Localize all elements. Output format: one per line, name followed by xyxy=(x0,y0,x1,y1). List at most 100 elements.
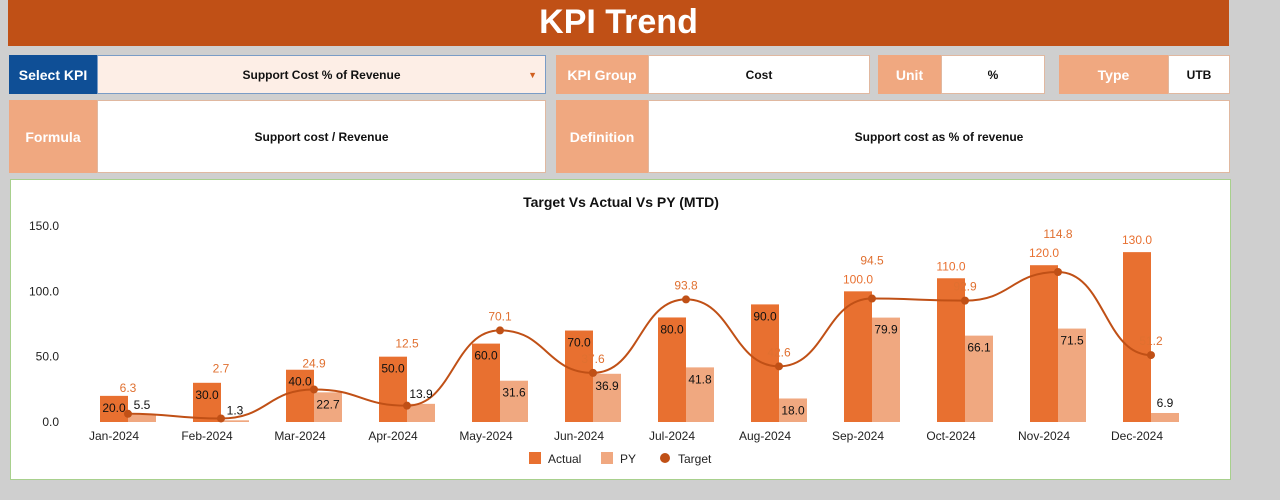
target-data-label: 6.3 xyxy=(120,381,137,395)
select-kpi-dropdown[interactable]: Support Cost % of Revenue ▼ xyxy=(97,55,546,94)
py-bar xyxy=(1151,412,1179,422)
target-data-label: 24.9 xyxy=(302,356,326,370)
x-tick-label: Apr-2024 xyxy=(368,429,418,443)
py-bar xyxy=(407,403,435,422)
x-tick-label: May-2024 xyxy=(459,429,513,443)
py-bar xyxy=(500,380,528,422)
actual-data-label: 40.0 xyxy=(288,375,312,389)
target-point xyxy=(124,409,132,418)
target-point xyxy=(310,385,318,394)
actual-data-label: 20.0 xyxy=(102,401,126,415)
x-tick-label: Nov-2024 xyxy=(1018,429,1070,443)
actual-data-label: 120.0 xyxy=(1029,246,1059,260)
target-data-label: 2.7 xyxy=(213,361,230,375)
x-tick-label: Jan-2024 xyxy=(89,429,139,443)
y-tick-label: 50.0 xyxy=(36,350,60,364)
legend-label: Target xyxy=(678,452,712,466)
select-kpi-label: Select KPI xyxy=(9,55,97,94)
actual-data-label: 60.0 xyxy=(474,349,498,363)
y-tick-label: 0.0 xyxy=(42,415,59,429)
actual-data-label: 80.0 xyxy=(660,322,684,336)
py-bar xyxy=(593,373,621,422)
py-data-label: 18.0 xyxy=(781,403,805,417)
actual-data-label: 50.0 xyxy=(381,362,405,376)
py-data-label: 79.9 xyxy=(874,323,898,337)
actual-data-label: 110.0 xyxy=(936,259,965,273)
py-bar xyxy=(1058,328,1086,422)
chevron-down-icon[interactable]: ▼ xyxy=(528,69,537,80)
actual-bar xyxy=(565,330,593,422)
target-point xyxy=(682,295,690,304)
actual-bar xyxy=(100,395,128,422)
actual-bar xyxy=(658,317,686,422)
py-data-label: 6.9 xyxy=(1157,396,1174,410)
y-tick-label: 100.0 xyxy=(29,284,59,298)
py-bar xyxy=(221,420,249,422)
py-data-label: 31.6 xyxy=(502,386,526,400)
x-tick-label: Aug-2024 xyxy=(739,429,791,443)
target-line xyxy=(127,270,1152,420)
target-point xyxy=(775,362,783,371)
legend-swatch-target xyxy=(660,453,670,463)
legend-label: Actual xyxy=(548,452,581,466)
kpi-group-label: KPI Group xyxy=(556,55,648,94)
target-point xyxy=(961,296,969,305)
target-point xyxy=(1147,351,1155,360)
target-point xyxy=(403,401,411,410)
x-tick-label: Jun-2024 xyxy=(554,429,604,443)
kpi-group-value: Cost xyxy=(648,55,870,94)
py-data-label: 71.5 xyxy=(1060,334,1084,348)
chart-title: Target Vs Actual Vs PY (MTD) xyxy=(523,194,719,210)
py-data-label: 66.1 xyxy=(967,341,991,355)
py-bar xyxy=(314,392,342,422)
formula-label: Formula xyxy=(9,100,97,173)
x-tick-label: Sep-2024 xyxy=(832,429,884,443)
target-point xyxy=(868,294,876,303)
actual-data-label: 100.0 xyxy=(843,272,873,286)
py-bar xyxy=(872,317,900,422)
select-kpi-value: Support Cost % of Revenue xyxy=(242,67,401,82)
x-tick-label: Dec-2024 xyxy=(1111,429,1163,443)
actual-data-label: 70.0 xyxy=(567,336,591,350)
legend-swatch-actual xyxy=(529,452,541,464)
py-data-label: 1.3 xyxy=(227,403,244,417)
unit-label: Unit xyxy=(878,55,941,94)
actual-data-label: 130.0 xyxy=(1122,233,1152,247)
actual-bar xyxy=(193,382,221,422)
actual-bar xyxy=(844,291,872,422)
trend-chart: Target Vs Actual Vs PY (MTD) 0.0 50.0 100.… xyxy=(10,179,1231,480)
chart-svg: Target Vs Actual Vs PY (MTD) 0.0 50.0 100.… xyxy=(29,194,1179,466)
target-data-label: 12.5 xyxy=(395,337,419,351)
py-bar xyxy=(965,335,993,422)
x-tick-label: Mar-2024 xyxy=(274,429,326,443)
x-tick-label: Jul-2024 xyxy=(649,429,695,443)
py-data-label: 36.9 xyxy=(595,379,619,393)
type-value: UTB xyxy=(1168,55,1230,94)
target-data-label: 93.8 xyxy=(674,278,698,292)
py-bar xyxy=(686,367,714,422)
actual-bar xyxy=(379,356,407,422)
y-tick-label: 150.0 xyxy=(29,219,59,233)
target-point xyxy=(1054,267,1062,276)
target-data-label: 92.9 xyxy=(953,280,977,294)
type-label: Type xyxy=(1059,55,1168,94)
py-data-label: 22.7 xyxy=(316,397,340,411)
unit-value: % xyxy=(941,55,1045,94)
py-data-label: 5.5 xyxy=(134,398,151,412)
page-title: KPI Trend xyxy=(8,0,1229,46)
target-data-label: 51.2 xyxy=(1139,334,1163,348)
actual-bar xyxy=(1030,265,1058,422)
actual-bar xyxy=(286,369,314,422)
py-data-label: 41.8 xyxy=(688,372,712,386)
target-point xyxy=(589,368,597,377)
target-data-label: 114.8 xyxy=(1043,227,1072,241)
x-tick-label: Feb-2024 xyxy=(181,429,233,443)
target-data-label: 70.1 xyxy=(488,309,512,323)
actual-bar xyxy=(937,278,965,422)
target-point xyxy=(496,326,504,335)
legend-swatch-py xyxy=(601,452,613,464)
target-data-label: 42.6 xyxy=(767,345,791,359)
definition-value: Support cost as % of revenue xyxy=(648,100,1230,173)
py-bar xyxy=(779,398,807,422)
target-data-label: 94.5 xyxy=(860,254,884,268)
